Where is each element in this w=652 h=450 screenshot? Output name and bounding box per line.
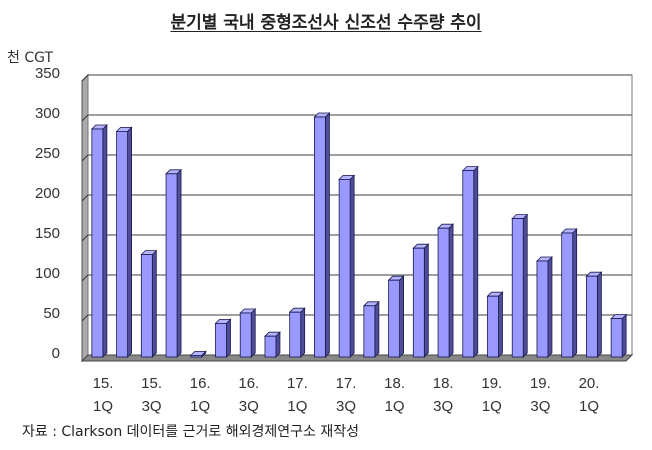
bar — [239, 312, 252, 358]
bar-side — [250, 308, 256, 358]
bar — [314, 116, 326, 358]
bar-side — [572, 228, 578, 358]
bar-side — [300, 307, 306, 358]
gridline-wall — [81, 194, 89, 202]
x-tick-label: 18. 1Q — [384, 375, 406, 415]
bar — [462, 170, 475, 358]
bar-side — [473, 165, 479, 358]
bar — [610, 318, 623, 358]
bar — [165, 173, 178, 358]
y-tick-label: 300 — [34, 105, 60, 122]
bar-side — [399, 275, 404, 358]
bar-side — [226, 318, 231, 358]
bar-side — [127, 126, 132, 358]
x-tick-label: 15. 3Q — [141, 375, 163, 415]
bar — [91, 128, 104, 358]
bar — [437, 227, 450, 358]
bar — [140, 254, 153, 358]
x-tick-label: 19. 3Q — [529, 375, 551, 415]
bar — [536, 260, 549, 358]
bar-side — [498, 291, 503, 358]
y-tick-label: 50 — [43, 305, 60, 322]
bar — [289, 311, 302, 358]
bar-side — [151, 249, 157, 358]
bar-side — [547, 256, 553, 358]
bar-side — [102, 124, 108, 358]
bar — [561, 232, 574, 358]
x-tick-label: 17. 1Q — [286, 375, 308, 415]
bar-side — [597, 271, 602, 358]
x-tick-label: 20. 1Q — [578, 375, 600, 415]
bar — [363, 305, 376, 358]
gridline-wall — [81, 114, 89, 122]
y-axis-unit-label: 천 CGT — [7, 50, 54, 66]
x-tick-label: 17. 3Q — [335, 375, 357, 415]
x-tick-label: 18. 3Q — [432, 375, 454, 415]
gridline-wall — [81, 74, 89, 82]
bar — [215, 322, 227, 358]
x-tick-label: 16. 1Q — [189, 375, 211, 415]
bar-side — [448, 223, 454, 358]
x-tick-label: 16. 3Q — [238, 375, 260, 415]
y-tick-label: 250 — [34, 145, 60, 162]
chart-title: 분기별 국내 중형조선사 신조선 수주량 추이 — [170, 13, 482, 33]
bar-side — [522, 213, 528, 358]
gridline-wall — [81, 234, 89, 242]
gridline-wall — [81, 274, 89, 282]
source-footnote: 자료 : Clarkson 데이터를 근거로 해외경제연구소 재작성 — [22, 424, 359, 440]
bar-side — [423, 243, 429, 358]
bar-side — [621, 313, 627, 358]
y-tick-label: 200 — [34, 185, 60, 202]
bar — [586, 275, 598, 358]
bar — [190, 354, 203, 358]
bar — [116, 130, 128, 358]
y-tick-label: 350 — [34, 65, 60, 82]
y-tick-label: 100 — [34, 265, 60, 282]
x-tick-label: 19. 1Q — [481, 375, 503, 415]
bar-side — [374, 300, 380, 358]
gridline-wall — [81, 154, 89, 162]
bar — [388, 279, 400, 358]
bar — [412, 247, 425, 358]
x-tick-label: 15. 1Q — [92, 375, 114, 415]
bar-side — [176, 168, 182, 358]
bar — [338, 178, 351, 358]
bar — [487, 295, 499, 358]
bar — [264, 335, 277, 358]
bar — [511, 218, 524, 358]
bar-side — [349, 174, 355, 358]
gridline-wall — [81, 314, 89, 322]
y-tick-label: 0 — [51, 345, 60, 362]
y-tick-label: 150 — [34, 225, 60, 242]
bar-side — [325, 112, 330, 358]
